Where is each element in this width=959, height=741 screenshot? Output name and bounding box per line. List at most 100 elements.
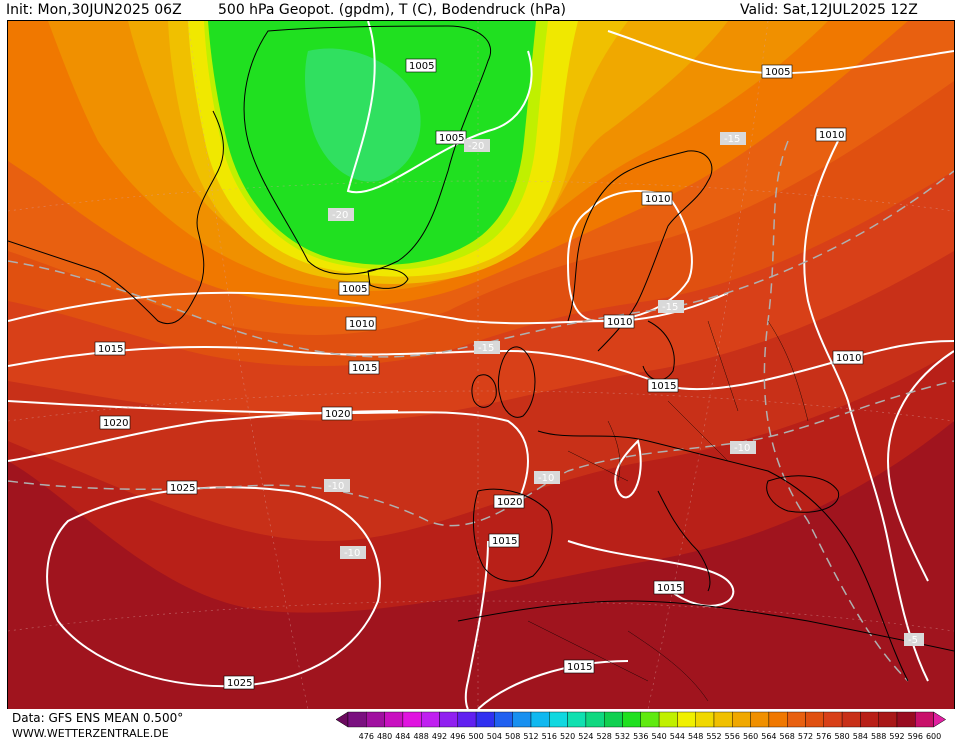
svg-text:-10: -10 bbox=[538, 473, 554, 484]
svg-text:-10: -10 bbox=[734, 443, 750, 454]
legend-swatch bbox=[439, 711, 458, 728]
isobar-label: 1005 bbox=[761, 64, 793, 79]
svg-text:1015: 1015 bbox=[651, 381, 676, 392]
svg-text:-10: -10 bbox=[344, 548, 360, 559]
legend-arrow-right bbox=[933, 711, 947, 728]
legend-tick-label: 500 bbox=[468, 732, 483, 741]
svg-text:-20: -20 bbox=[332, 210, 348, 221]
legend-swatch bbox=[860, 711, 879, 728]
temperature-label: -5 bbox=[904, 633, 924, 646]
svg-text:1015: 1015 bbox=[492, 536, 517, 547]
legend-tick-label: 508 bbox=[505, 732, 520, 741]
temperature-label: -20 bbox=[328, 208, 354, 221]
temperature-label: -15 bbox=[658, 300, 684, 313]
baltic-coast bbox=[642, 320, 675, 381]
svg-text:1015: 1015 bbox=[98, 344, 123, 355]
greenland-coast bbox=[243, 25, 491, 275]
svg-text:-15: -15 bbox=[662, 302, 678, 313]
iberia-coast bbox=[473, 488, 553, 582]
color-legend: 476 480 484 488 492 496 500 504 508 512 516 520 524 5… bbox=[335, 711, 947, 741]
isobar-label: 1010 bbox=[815, 127, 847, 142]
legend-swatch bbox=[512, 711, 532, 728]
isobar-label: 1010 bbox=[603, 314, 635, 329]
isobar-label: 1020 bbox=[321, 406, 353, 421]
legend-swatch bbox=[896, 711, 916, 728]
svg-text:1005: 1005 bbox=[409, 61, 434, 72]
valid-time-label: Valid: Sat,12JUL2025 12Z bbox=[740, 2, 918, 18]
isobar-label: 1015 bbox=[488, 533, 520, 548]
isobar-label: 1005 bbox=[405, 58, 437, 73]
svg-text:1005: 1005 bbox=[765, 67, 790, 78]
svg-text:1005: 1005 bbox=[439, 133, 464, 144]
legend-tick-label: 548 bbox=[688, 732, 703, 741]
legend-tick-label: 480 bbox=[377, 732, 392, 741]
isobar-label: 1005 bbox=[435, 130, 467, 145]
legend-swatch bbox=[915, 711, 934, 728]
legend-swatch bbox=[823, 711, 843, 728]
legend-tick-label: 588 bbox=[871, 732, 886, 741]
data-source-label: Data: GFS ENS MEAN 0.500° bbox=[12, 711, 184, 725]
website-label: WWW.WETTERZENTRALE.DE bbox=[12, 727, 169, 740]
weather-map-canvas: 1005 1005 1005 1005 1010 1010 1010 1010 … bbox=[8, 21, 954, 709]
legend-tick-label: 520 bbox=[560, 732, 575, 741]
legend-swatch bbox=[841, 711, 861, 728]
legend-tick-label: 512 bbox=[523, 732, 538, 741]
legend-arrow-left bbox=[335, 711, 349, 728]
iceland-coast bbox=[367, 268, 409, 289]
legend-swatch bbox=[750, 711, 770, 728]
legend-swatch bbox=[347, 711, 367, 728]
temperature-label: -10 bbox=[730, 441, 756, 454]
europe-coast bbox=[537, 430, 909, 682]
legend-tick-label: 568 bbox=[780, 732, 795, 741]
isobar-label: 1015 bbox=[94, 341, 126, 356]
svg-text:-10: -10 bbox=[328, 481, 344, 492]
isobar-label: 1025 bbox=[223, 675, 255, 690]
legend-tick-label: 488 bbox=[414, 732, 429, 741]
temperature-label: -15 bbox=[720, 132, 746, 145]
legend-swatch bbox=[567, 711, 587, 728]
legend-tick-label: 572 bbox=[798, 732, 813, 741]
svg-text:-15: -15 bbox=[724, 134, 740, 145]
svg-text:1020: 1020 bbox=[497, 497, 522, 508]
isobar-label: 1015 bbox=[563, 659, 595, 674]
legend-swatch bbox=[622, 711, 641, 728]
legend-tick-label: 556 bbox=[725, 732, 740, 741]
legend-swatch bbox=[384, 711, 404, 728]
legend-swatch bbox=[475, 711, 495, 728]
svg-text:-5: -5 bbox=[908, 635, 918, 646]
svg-text:1025: 1025 bbox=[170, 483, 195, 494]
temperature-label: -10 bbox=[534, 471, 560, 484]
isobar-label: 1015 bbox=[647, 378, 679, 393]
weather-map: 1005 1005 1005 1005 1010 1010 1010 1010 … bbox=[7, 20, 955, 710]
legend-swatch bbox=[768, 711, 788, 728]
isobar-label: 1015 bbox=[348, 360, 380, 375]
isobar-label: 1025 bbox=[166, 480, 198, 495]
canada-coast bbox=[8, 110, 224, 325]
legend-tick-label: 584 bbox=[853, 732, 868, 741]
legend-swatch bbox=[549, 711, 568, 728]
legend-tick-label: 576 bbox=[816, 732, 831, 741]
isobar-label: 1015 bbox=[653, 580, 685, 595]
legend-tick-label: 516 bbox=[542, 732, 557, 741]
legend-swatch bbox=[420, 711, 440, 728]
legend-tick-label: 592 bbox=[889, 732, 904, 741]
legend-tick-label: 536 bbox=[633, 732, 648, 741]
isobar-label: 1005 bbox=[338, 281, 370, 296]
chart-title: 500 hPa Geopot. (gpdm), T (C), Bodendruc… bbox=[218, 2, 566, 18]
legend-tick-label: 552 bbox=[706, 732, 721, 741]
british-isles-coast bbox=[497, 346, 536, 418]
scandinavia-coast bbox=[567, 150, 713, 352]
black-sea-coast bbox=[766, 475, 840, 513]
isobar-label-group: 1005 1005 1005 1005 1010 1010 1010 1010 … bbox=[94, 58, 864, 690]
legend-tick-label: 532 bbox=[615, 732, 630, 741]
svg-text:1010: 1010 bbox=[836, 353, 861, 364]
legend-swatch bbox=[604, 711, 623, 728]
svg-text:-20: -20 bbox=[468, 141, 484, 152]
svg-text:1005: 1005 bbox=[342, 284, 367, 295]
coastlines bbox=[8, 25, 954, 682]
legend-tick-label: 496 bbox=[450, 732, 465, 741]
legend-swatch bbox=[402, 711, 422, 728]
legend-swatch bbox=[677, 711, 696, 728]
legend-tick-label: 504 bbox=[487, 732, 502, 741]
borders bbox=[527, 320, 809, 702]
